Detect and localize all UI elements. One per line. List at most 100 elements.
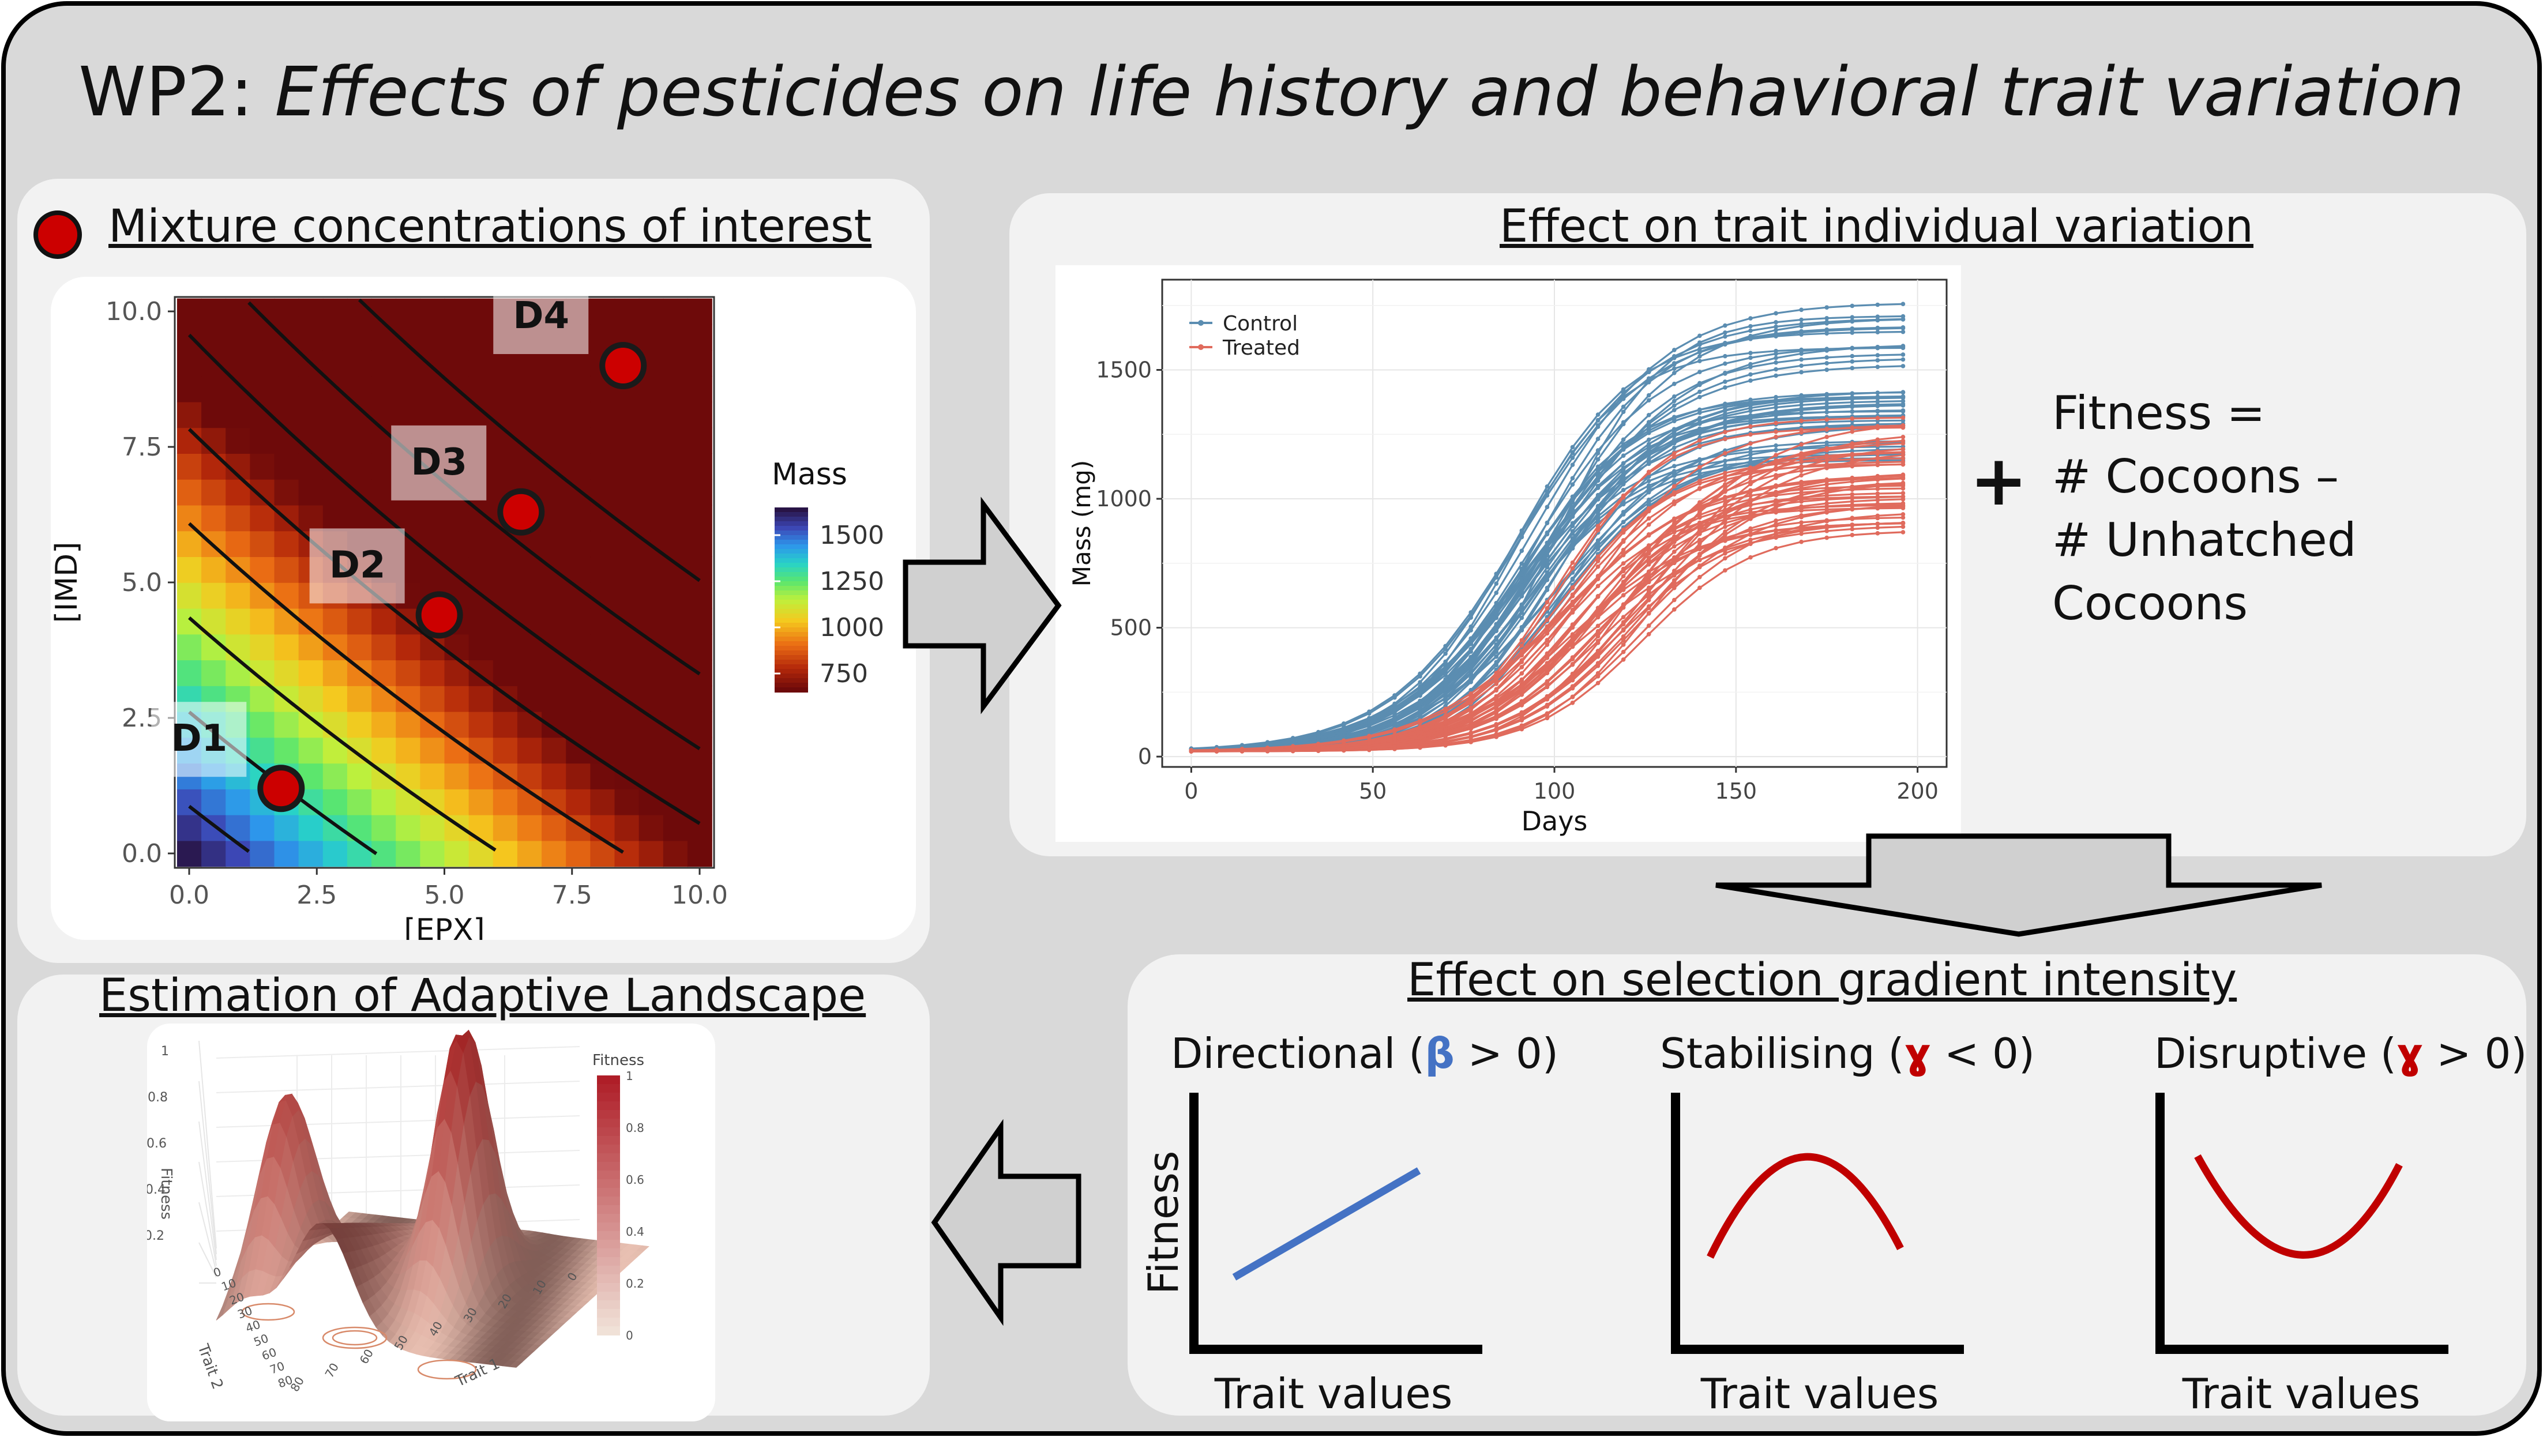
growth-point bbox=[1748, 446, 1753, 451]
heatmap-cell bbox=[468, 556, 494, 583]
heatmap-cell bbox=[420, 324, 445, 351]
growth-point bbox=[1621, 481, 1626, 487]
growth-point bbox=[1723, 517, 1727, 522]
selection-curve bbox=[2194, 1154, 2403, 1259]
heatmap-cell bbox=[201, 324, 227, 351]
heatmap-cell bbox=[250, 634, 275, 661]
heatmap-cell bbox=[687, 479, 712, 506]
growth-point bbox=[1723, 411, 1727, 416]
heatmap-cell bbox=[322, 350, 348, 377]
growth-point bbox=[1824, 465, 1830, 470]
growth-point bbox=[1468, 655, 1473, 660]
growth-point bbox=[1595, 554, 1601, 559]
growth-point bbox=[1723, 471, 1727, 476]
heatmap-cell bbox=[201, 556, 227, 583]
growth-point bbox=[1239, 748, 1245, 753]
growth-point bbox=[1621, 465, 1626, 470]
growth-point bbox=[1570, 675, 1575, 680]
growth-point bbox=[1392, 727, 1397, 732]
heatmap-cell bbox=[517, 401, 542, 428]
growth-point bbox=[1621, 538, 1626, 543]
heatmap-cell bbox=[493, 350, 518, 377]
growth-point bbox=[1697, 381, 1702, 386]
growth-point bbox=[1545, 618, 1550, 622]
heatmap-cell bbox=[250, 531, 275, 558]
growth-point bbox=[1621, 561, 1626, 566]
growth-point bbox=[1570, 450, 1575, 455]
growth-point bbox=[1748, 555, 1753, 560]
growth-point bbox=[1774, 453, 1778, 457]
heatmap-cell bbox=[638, 737, 664, 764]
heatmap-cell bbox=[493, 556, 518, 583]
legend-title: Fitness bbox=[592, 1052, 644, 1069]
growth-point bbox=[1900, 450, 1906, 454]
heatmap-cell bbox=[371, 711, 397, 738]
heatmap-cell bbox=[468, 763, 494, 789]
growth-point bbox=[1595, 510, 1601, 516]
growth-point bbox=[1621, 495, 1626, 500]
contour-line bbox=[358, 298, 701, 582]
growth-point bbox=[1824, 434, 1830, 439]
growth-point bbox=[1774, 443, 1778, 448]
heatmap-cell bbox=[347, 427, 372, 454]
growth-point bbox=[1621, 657, 1626, 662]
growth-point bbox=[1875, 525, 1880, 530]
growth-point bbox=[1723, 425, 1727, 430]
growth-point bbox=[1799, 408, 1804, 413]
growth-point bbox=[1316, 742, 1321, 746]
heatmap-cell bbox=[566, 686, 591, 712]
growth-point bbox=[1671, 526, 1677, 531]
growth-point bbox=[1646, 425, 1651, 430]
growth-point bbox=[1494, 623, 1499, 627]
growth-point bbox=[1774, 473, 1778, 477]
heatmap-cell bbox=[176, 814, 202, 841]
growth-point bbox=[1646, 497, 1651, 502]
growth-point bbox=[1671, 348, 1677, 352]
growth-point bbox=[1774, 320, 1778, 325]
growth-point bbox=[1545, 531, 1550, 536]
heatmap-cell bbox=[638, 840, 664, 867]
growth-point bbox=[1595, 547, 1601, 551]
heatmap-cell bbox=[322, 840, 348, 867]
growth-point bbox=[1621, 447, 1626, 452]
growth-point bbox=[1799, 415, 1804, 420]
fitness-line-3: # Unhatched bbox=[2052, 513, 2357, 567]
heatmap-cell bbox=[566, 375, 591, 402]
growth-point bbox=[1392, 736, 1397, 742]
growth-point bbox=[1671, 555, 1677, 560]
growth-point bbox=[1519, 548, 1524, 553]
growth-point bbox=[1723, 437, 1727, 442]
dose-label-box bbox=[391, 425, 487, 501]
growth-point bbox=[1570, 513, 1575, 518]
heatmap-cell bbox=[663, 531, 688, 558]
growth-point bbox=[1621, 585, 1626, 589]
growth-point bbox=[1468, 628, 1473, 633]
z-tick-label: 1 bbox=[161, 1044, 169, 1059]
growth-point bbox=[1595, 652, 1601, 657]
growth-point bbox=[1723, 371, 1727, 376]
growth-point bbox=[1875, 404, 1880, 409]
heatmap-cell bbox=[420, 660, 445, 686]
legend-swatch bbox=[597, 1145, 620, 1154]
growth-point bbox=[1748, 355, 1753, 360]
heatmap-cell bbox=[566, 350, 591, 377]
heatmap-cell bbox=[176, 479, 202, 506]
growth-point bbox=[1519, 683, 1524, 688]
heatmap-cell bbox=[298, 401, 324, 428]
growth-point bbox=[1850, 499, 1855, 504]
heatmap-cell bbox=[201, 505, 227, 532]
growth-point bbox=[1774, 405, 1778, 410]
heatmap-cell bbox=[566, 608, 591, 635]
heatmap-cell bbox=[250, 350, 275, 377]
y-axis-label: Mass (mg) bbox=[1068, 460, 1096, 586]
growth-point bbox=[1595, 485, 1601, 490]
heatmap-cell bbox=[517, 375, 542, 402]
growth-point bbox=[1697, 471, 1702, 476]
growth-point bbox=[1570, 599, 1575, 604]
growth-point bbox=[1621, 593, 1626, 597]
heatmap-cell bbox=[420, 686, 445, 712]
growth-point bbox=[1900, 326, 1906, 330]
heatmap-cell bbox=[614, 427, 640, 454]
heatmap-cell bbox=[176, 401, 202, 428]
growth-point bbox=[1824, 504, 1830, 509]
